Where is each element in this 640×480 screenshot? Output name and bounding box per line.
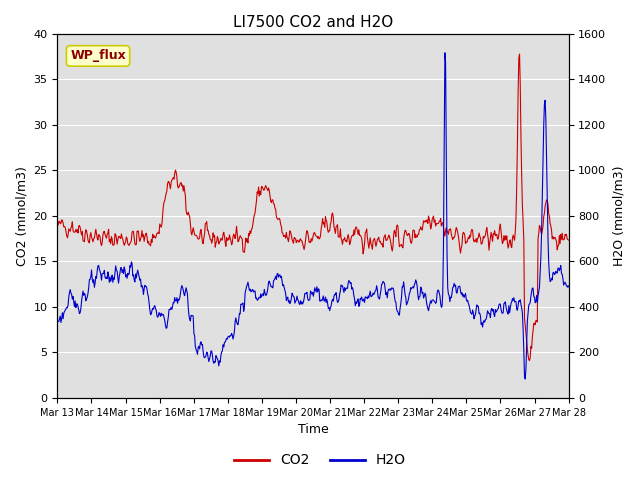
Title: LI7500 CO2 and H2O: LI7500 CO2 and H2O <box>233 15 393 30</box>
X-axis label: Time: Time <box>298 423 328 436</box>
Text: WP_flux: WP_flux <box>70 49 126 62</box>
Legend: CO2, H2O: CO2, H2O <box>228 448 412 473</box>
Y-axis label: H2O (mmol/m3): H2O (mmol/m3) <box>612 166 625 266</box>
Y-axis label: CO2 (mmol/m3): CO2 (mmol/m3) <box>15 166 28 266</box>
